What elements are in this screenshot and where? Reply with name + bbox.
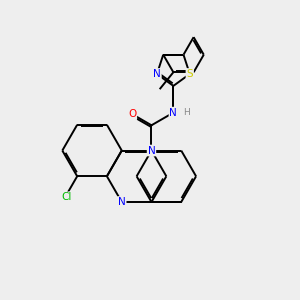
- Text: S: S: [186, 69, 193, 79]
- Text: N: N: [148, 146, 155, 155]
- Text: N: N: [169, 108, 177, 118]
- Text: H: H: [183, 108, 190, 117]
- Text: N: N: [153, 69, 161, 79]
- Text: Cl: Cl: [61, 192, 72, 202]
- Text: O: O: [128, 109, 136, 119]
- Text: N: N: [118, 197, 126, 207]
